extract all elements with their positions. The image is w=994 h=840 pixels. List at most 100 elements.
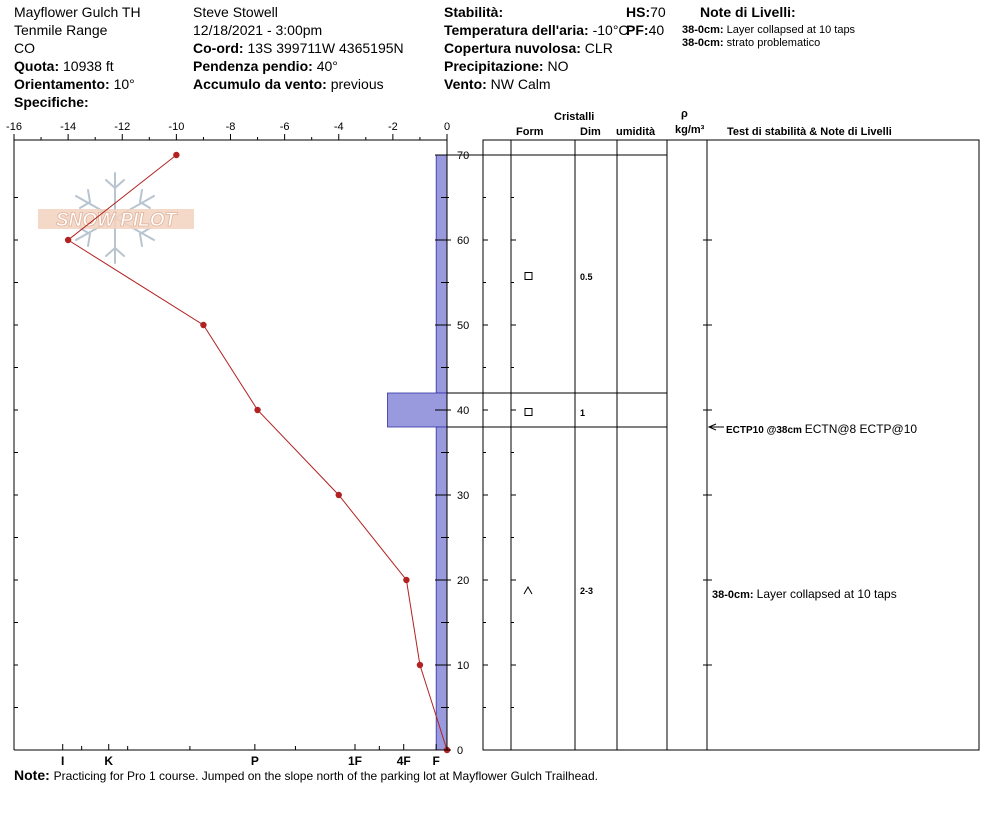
wind-value: NW Calm: [490, 76, 551, 92]
pf-value: 40: [648, 22, 665, 38]
footer-note-label: Note:: [14, 767, 50, 783]
cloud-value: CLR: [584, 40, 613, 56]
aspect: Orientamento: 10°: [14, 76, 135, 92]
hs-label: HS:: [626, 4, 651, 20]
range-name: Tenmile Range: [14, 22, 108, 38]
temperature-point: [403, 576, 410, 584]
footer-note-text: Practicing for Pro 1 course. Jumped on t…: [53, 769, 598, 783]
footer-note: Note: Practicing for Pro 1 course. Jumpe…: [14, 767, 598, 784]
specifics-label: Specifiche:: [14, 94, 89, 110]
temperature-point: [200, 321, 207, 329]
snowpilot-logo: SNOW PILOT: [38, 172, 194, 264]
temperature-point: [64, 236, 72, 244]
temp-tick-label: -12: [114, 121, 130, 133]
layer-table-frame: [482, 139, 980, 751]
cloud-label: Copertura nuvolosa:: [444, 40, 581, 56]
depth-tick-label: 40: [457, 405, 469, 417]
crystal-size: 0.5: [580, 272, 593, 282]
slope-value: 40°: [316, 58, 338, 74]
layer-note-depth: 38-0cm:: [682, 24, 724, 36]
precip-label: Precipitazione:: [444, 58, 544, 74]
stability-test-detail: ECTN@8 ECTP@10: [804, 422, 918, 436]
temp-tick-label: -4: [334, 121, 344, 133]
wind-label: Vento:: [444, 76, 487, 92]
rho-header: ρ: [681, 108, 688, 120]
cloud-cover: Copertura nuvolosa: CLR: [444, 40, 613, 56]
wind: Vento: NW Calm: [444, 76, 551, 92]
crystal-depth-hoar-symbol: [523, 585, 533, 595]
pf-label: PF:: [626, 22, 649, 38]
temp-tick-label: 0: [444, 121, 450, 133]
hardness-tick-label: F: [433, 754, 440, 768]
hardness-bar: [435, 426, 448, 751]
wind-loading: Accumulo da vento: previous: [193, 76, 384, 92]
temp-tick-label: -14: [60, 121, 76, 133]
hardness-tick-label: P: [251, 754, 259, 768]
stability-test-arrowhead: [707, 423, 717, 431]
depth-tick-label: 30: [457, 490, 469, 502]
temp-tick-label: -16: [6, 121, 22, 133]
depth-tick-label: 60: [457, 235, 469, 247]
elevation-value: 10938 ft: [63, 58, 114, 74]
depth-tick-label: 50: [457, 320, 469, 332]
temperature-point: [416, 661, 424, 669]
snow-profile-chart: -16 -14 -12 -10 -8 -6 -4 -2 0 0 10 20 30 40 50 60 70 I K P 1…: [6, 121, 980, 768]
air-temp-label: Temperatura dell'aria:: [444, 22, 589, 38]
form-header: Form: [516, 126, 544, 138]
coord-label: Co-ord:: [193, 40, 244, 56]
crystals-header: Cristalli: [554, 111, 595, 123]
crystal-faceted-symbol: [524, 408, 533, 416]
temp-tick-label: -6: [280, 121, 290, 133]
layer-comment-depth: 38-0cm:: [712, 589, 754, 601]
slope: Pendenza pendio: 40°: [193, 58, 338, 74]
datetime: 12/18/2021 - 3:00pm: [193, 22, 323, 38]
stability-label: Stabilità:: [444, 4, 504, 20]
aspect-label: Orientamento:: [14, 76, 110, 92]
depth-tick-label: 20: [457, 575, 469, 587]
layer-note-text: Layer collapsed at 10 taps: [726, 24, 856, 36]
layer-comment: 38-0cm: Layer collapsed at 10 taps: [712, 588, 897, 602]
temperature-point: [254, 406, 261, 414]
hardness-tick-label: I: [61, 754, 64, 768]
coordinates: Co-ord: 13S 399711W 4365195N: [193, 40, 404, 56]
size-header: Dim: [580, 126, 601, 138]
location-name: Mayflower Gulch TH: [14, 4, 141, 20]
hardness-tick-label: 4F: [397, 754, 411, 768]
hardness-bar: [435, 154, 448, 394]
elevation-label: Quota:: [14, 58, 60, 74]
crystal-faceted-symbol: [524, 272, 533, 280]
temp-tick-label: -8: [226, 121, 236, 133]
hardness-tick-label: K: [104, 754, 113, 768]
layer-note-depth: 38-0cm:: [682, 37, 724, 49]
crystal-size: 2-3: [580, 586, 593, 596]
layer-note: 38-0cm: strato problematico: [682, 37, 820, 50]
state-name: CO: [14, 40, 35, 56]
aspect-value: 10°: [113, 76, 135, 92]
wind-load-value: previous: [330, 76, 384, 92]
temp-tick-label: -2: [388, 121, 398, 133]
density-unit-header: kg/m³: [675, 124, 705, 136]
depth-tick-label: 0: [457, 745, 463, 757]
temperature-point: [173, 151, 180, 159]
layer-note: 38-0cm: Layer collapsed at 10 taps: [682, 24, 855, 37]
precipitation: Precipitazione: NO: [444, 58, 568, 74]
air-temp: Temperatura dell'aria: -10°C: [444, 22, 629, 38]
wind-load-label: Accumulo da vento:: [193, 76, 327, 92]
slope-label: Pendenza pendio:: [193, 58, 313, 74]
elevation: Quota: 10938 ft: [14, 58, 114, 74]
layer-comment-text: Layer collapsed at 10 taps: [756, 587, 897, 601]
layer-notes-title: Note di Livelli:: [700, 4, 796, 20]
depth-tick-label: 10: [457, 660, 469, 672]
hardness-tick-label: 1F: [348, 754, 362, 768]
stability-test-note: ECTP10 @38cm ECTN@8 ECTP@10: [726, 423, 917, 437]
temp-tick-label: -10: [168, 121, 184, 133]
stability-notes-header: Test di stabilità & Note di Livelli: [727, 126, 892, 138]
hs: HS:70: [626, 4, 666, 20]
temperature-line: [67, 154, 448, 751]
moisture-header: umidità: [616, 126, 656, 138]
hs-value: 70: [650, 4, 666, 20]
coord-value: 13S 399711W 4365195N: [247, 40, 404, 56]
depth-tick-label: 70: [457, 150, 469, 162]
temperature-point: [335, 491, 342, 499]
layer-note-text: strato problematico: [726, 37, 821, 49]
